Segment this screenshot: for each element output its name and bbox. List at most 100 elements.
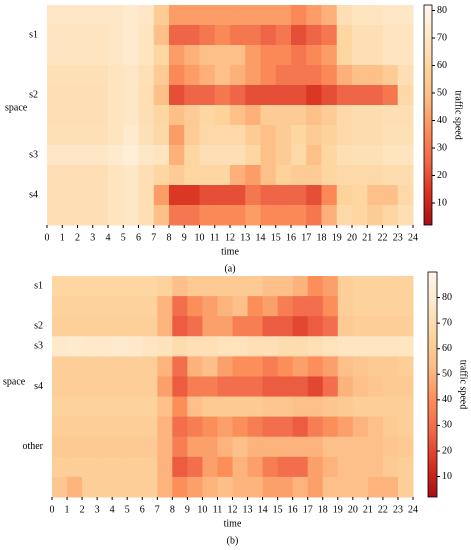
heat-cell [337, 356, 354, 377]
heat-cell [307, 336, 324, 357]
row-label: s4 [29, 189, 38, 200]
heat-cell [367, 5, 383, 26]
heat-cell [123, 45, 139, 66]
x-tick-label: 4 [110, 504, 115, 515]
x-tick-label: 10 [195, 232, 205, 243]
heat-cell [112, 416, 128, 438]
heat-cell [397, 276, 414, 297]
heat-cell [142, 456, 158, 478]
heat-cell [275, 105, 292, 126]
heat-cell [307, 316, 324, 337]
heat-cell [291, 145, 307, 166]
heat-cell [232, 376, 249, 398]
heat-cell [245, 65, 261, 86]
heat-cell [172, 296, 188, 317]
heat-cell [214, 65, 231, 86]
heat-cell [397, 316, 414, 337]
x-tick-label: 23 [393, 232, 403, 243]
heat-cell [277, 396, 294, 418]
heat-cell [262, 416, 279, 438]
heat-cell [47, 185, 63, 206]
heat-cell [52, 356, 68, 377]
x-tick-label: 23 [393, 504, 403, 515]
heat-cell [260, 165, 277, 186]
heat-cell [142, 436, 158, 458]
heat-cell [157, 336, 173, 357]
heat-cell [157, 356, 173, 377]
heat-cell [260, 25, 277, 46]
heat-cell [352, 5, 368, 26]
heat-cell [230, 85, 246, 106]
colorbar-label: traffic speed [458, 360, 469, 410]
heat-cell [62, 45, 78, 66]
heat-cell [108, 25, 124, 46]
heat-cell [292, 276, 309, 297]
heat-cell [169, 65, 185, 86]
heat-cell [322, 476, 339, 498]
heat-cell [230, 5, 246, 26]
heat-cell [187, 476, 203, 498]
heat-cell [382, 45, 399, 66]
heat-cell [82, 336, 98, 357]
heat-cell [77, 25, 94, 46]
heat-cell [352, 65, 368, 86]
heat-cell [184, 85, 200, 106]
x-tick-label: 15 [271, 232, 281, 243]
heat-cell [153, 65, 170, 86]
heat-cell [112, 376, 128, 398]
heat-cell [172, 476, 188, 498]
heat-cell [232, 356, 249, 377]
heat-cell [262, 376, 279, 398]
heat-cell [157, 376, 173, 398]
heat-cell [291, 125, 307, 146]
x-tick-label: 16 [288, 504, 298, 515]
heat-cell [47, 5, 63, 26]
heat-cell [67, 336, 83, 357]
heat-cell [382, 416, 399, 438]
colorbar-tick-label: 40 [437, 115, 447, 126]
heat-cell [97, 376, 113, 398]
heat-cell [275, 125, 292, 146]
heat-cell [367, 105, 383, 126]
heat-cell [382, 65, 399, 86]
heat-cell [92, 5, 109, 26]
heat-cell [92, 25, 109, 46]
heat-cell [169, 45, 185, 66]
heat-cell [184, 165, 200, 186]
heat-cell [199, 205, 216, 226]
heat-cell [397, 105, 414, 126]
heat-cell [277, 456, 294, 478]
heat-cell [187, 356, 203, 377]
heat-cell [62, 145, 78, 166]
heat-cell [291, 25, 307, 46]
heat-cell [352, 85, 368, 106]
heat-cell [82, 436, 98, 458]
heat-cell [382, 165, 399, 186]
heat-cell [187, 336, 203, 357]
heat-cell [82, 276, 98, 297]
heat-cell [67, 416, 83, 438]
heat-cell [62, 65, 78, 86]
x-tick-label: 1 [60, 232, 65, 243]
heat-cell [307, 276, 324, 297]
heat-cell [184, 5, 200, 26]
heat-cell [321, 85, 338, 106]
colorbar-tick-label: 80 [442, 292, 452, 303]
heat-cell [397, 165, 414, 186]
heat-cell [245, 5, 261, 26]
heat-cell [108, 65, 124, 86]
heat-cell [352, 45, 368, 66]
heat-cell [275, 85, 292, 106]
heat-cell [247, 396, 264, 418]
heat-cell [112, 316, 128, 337]
heat-cell [322, 376, 339, 398]
heat-cell [82, 476, 98, 498]
heat-cell [92, 125, 109, 146]
heat-cell [97, 436, 113, 458]
row-label: other [22, 441, 43, 452]
heat-cell [202, 296, 218, 317]
heat-cell [172, 396, 188, 418]
heat-cell [47, 85, 63, 106]
heat-cell [172, 356, 188, 377]
heat-cell [397, 356, 414, 377]
